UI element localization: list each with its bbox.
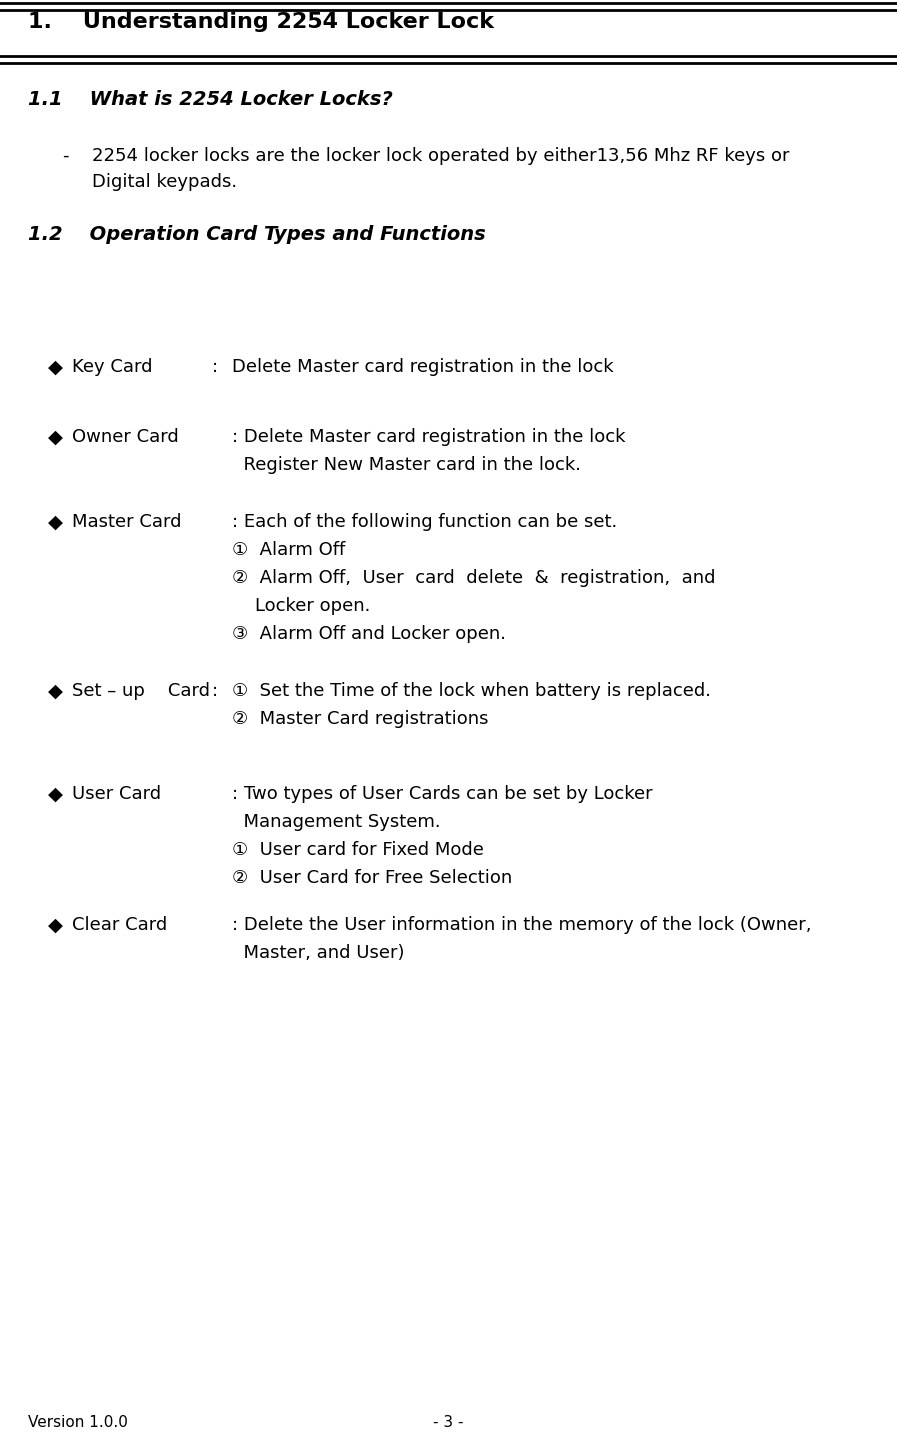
- Text: - 3 -: - 3 -: [432, 1415, 463, 1430]
- Text: ②  User Card for Free Selection: ② User Card for Free Selection: [232, 869, 512, 887]
- Text: Version 1.0.0: Version 1.0.0: [28, 1415, 128, 1430]
- Text: ◆: ◆: [48, 428, 63, 447]
- Text: ①  Alarm Off: ① Alarm Off: [232, 540, 345, 559]
- Text: Delete Master card registration in the lock: Delete Master card registration in the l…: [232, 358, 614, 376]
- Text: ◆: ◆: [48, 915, 63, 935]
- Text: 2254 locker locks are the locker lock operated by either13,56 Mhz RF keys or: 2254 locker locks are the locker lock op…: [92, 147, 789, 165]
- Text: ①  Set the Time of the lock when battery is replaced.: ① Set the Time of the lock when battery …: [232, 683, 711, 700]
- Text: User Card: User Card: [72, 785, 161, 803]
- Text: :: :: [212, 683, 218, 700]
- Text: ③  Alarm Off and Locker open.: ③ Alarm Off and Locker open.: [232, 625, 506, 642]
- Text: Set – up    Card: Set – up Card: [72, 683, 210, 700]
- Text: ①  User card for Fixed Mode: ① User card for Fixed Mode: [232, 841, 483, 859]
- Text: Clear Card: Clear Card: [72, 915, 167, 934]
- Text: Digital keypads.: Digital keypads.: [92, 172, 237, 191]
- Text: Locker open.: Locker open.: [232, 596, 370, 615]
- Text: Owner Card: Owner Card: [72, 428, 179, 445]
- Text: Master, and User): Master, and User): [232, 944, 405, 961]
- Text: 1.1    What is 2254 Locker Locks?: 1.1 What is 2254 Locker Locks?: [28, 91, 393, 109]
- Text: Register New Master card in the lock.: Register New Master card in the lock.: [232, 456, 581, 474]
- Text: Master Card: Master Card: [72, 513, 181, 532]
- Text: Management System.: Management System.: [232, 813, 440, 831]
- Text: ②  Master Card registrations: ② Master Card registrations: [232, 710, 489, 729]
- Text: : Delete the User information in the memory of the lock (Owner,: : Delete the User information in the mem…: [232, 915, 812, 934]
- Text: ◆: ◆: [48, 785, 63, 803]
- Text: 1.2    Operation Card Types and Functions: 1.2 Operation Card Types and Functions: [28, 226, 486, 244]
- Text: 1.    Understanding 2254 Locker Lock: 1. Understanding 2254 Locker Lock: [28, 11, 494, 32]
- Text: :: :: [212, 358, 218, 376]
- Text: ②  Alarm Off,  User  card  delete  &  registration,  and: ② Alarm Off, User card delete & registra…: [232, 569, 716, 586]
- Text: -: -: [62, 147, 68, 165]
- Text: ◆: ◆: [48, 683, 63, 701]
- Text: Key Card: Key Card: [72, 358, 152, 376]
- Text: : Two types of User Cards can be set by Locker: : Two types of User Cards can be set by …: [232, 785, 653, 803]
- Text: : Delete Master card registration in the lock: : Delete Master card registration in the…: [232, 428, 625, 445]
- Text: ◆: ◆: [48, 513, 63, 532]
- Text: ◆: ◆: [48, 358, 63, 376]
- Text: : Each of the following function can be set.: : Each of the following function can be …: [232, 513, 617, 532]
